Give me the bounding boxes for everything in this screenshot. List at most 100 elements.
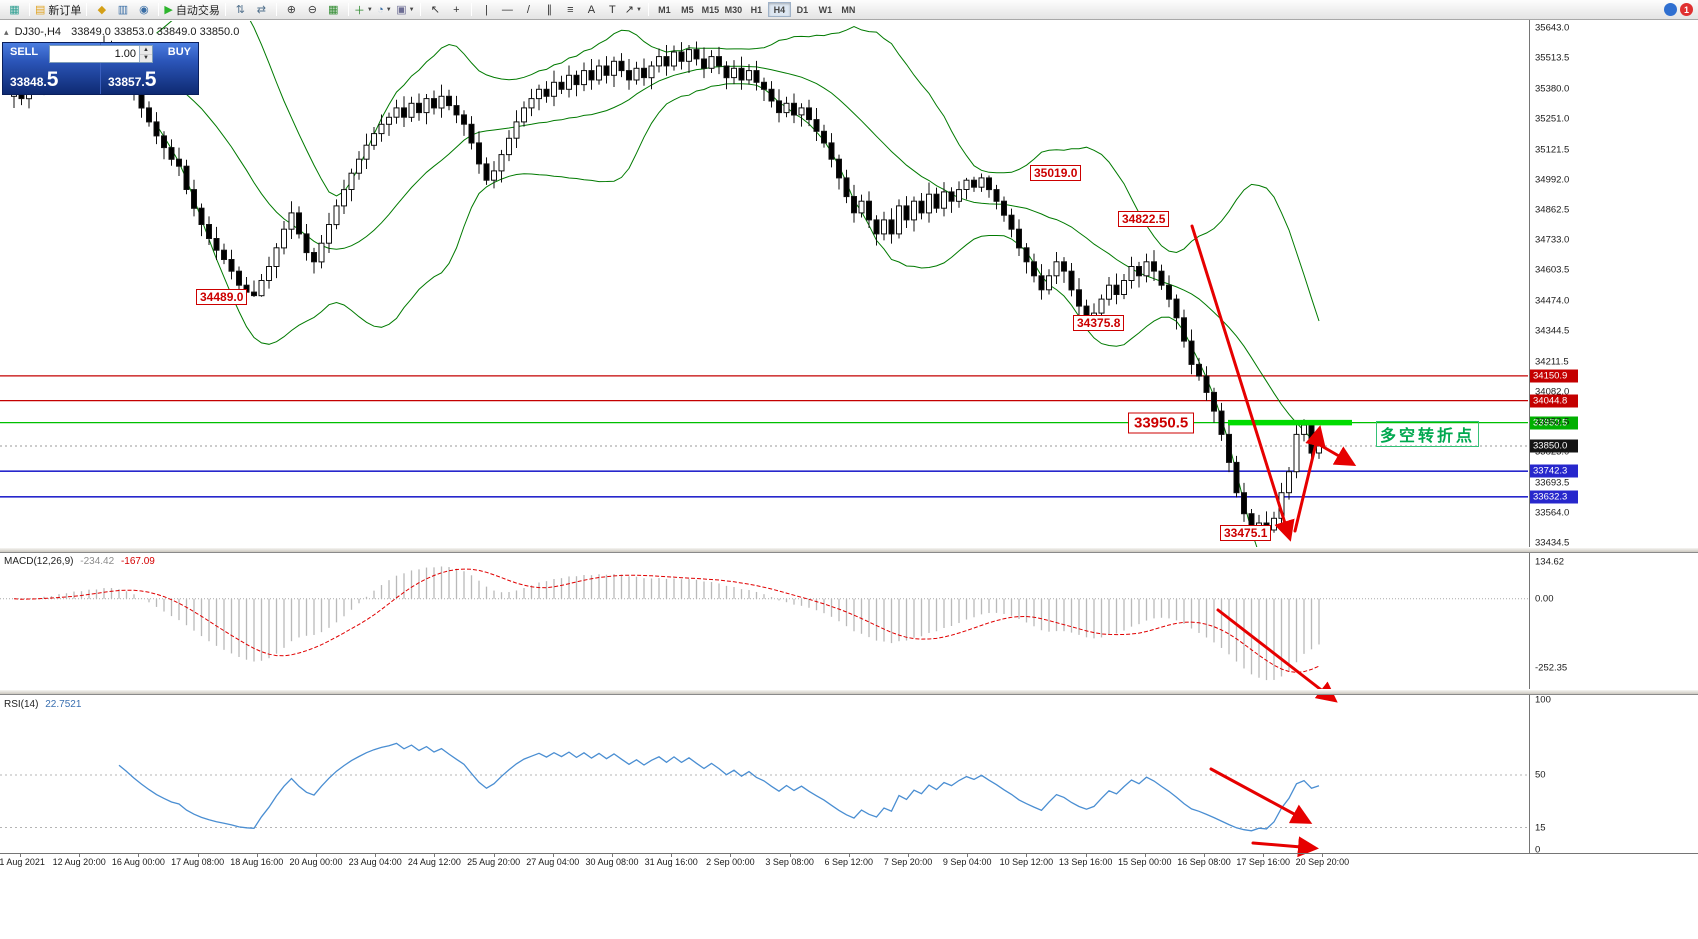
price-axis-label: 34603.5: [1535, 264, 1570, 276]
time-axis-tick: [1322, 853, 1324, 857]
volume-field: ▲ ▼: [49, 45, 153, 63]
dropdown-caret-icon: ▼: [636, 6, 642, 13]
date-axis-label: 20 Aug 00:00: [289, 857, 343, 867]
label-icon[interactable]: T: [603, 2, 622, 18]
volume-increase-button[interactable]: ▲: [140, 46, 152, 55]
rsi-indicator-label: RSI(14) 22.7521: [4, 699, 81, 710]
time-axis-tick: [908, 853, 909, 857]
timeframe-h1[interactable]: H1: [750, 4, 763, 15]
price-annotation: 33475.1: [1220, 525, 1272, 542]
chart-profiles-icon[interactable]: ◆: [92, 2, 111, 18]
time-axis-tick: [1085, 853, 1087, 857]
timeframe-h4[interactable]: H4: [767, 2, 791, 17]
tile-horizontal-icon[interactable]: ⇄: [252, 2, 271, 18]
toolbar-separator: [86, 3, 88, 16]
timeframe-m15[interactable]: M15: [701, 4, 720, 15]
fibonacci-icon[interactable]: ≡: [561, 2, 580, 18]
rsi-axis-label: 100: [1535, 694, 1551, 706]
timeframe-w1[interactable]: W1: [818, 4, 833, 15]
templates-icon[interactable]: ▣ ▼: [396, 2, 415, 18]
toolbar-separator: [470, 3, 472, 16]
time-axis-tick: [138, 853, 140, 857]
volume-decrease-button[interactable]: ▼: [140, 54, 152, 62]
volume-spinner: ▲ ▼: [139, 46, 152, 62]
panel-splitter-macd[interactable]: [0, 547, 1698, 553]
trend-arrow: [1190, 224, 1295, 542]
dropdown-caret-icon: ▼: [366, 6, 373, 13]
time-axis-tick: [79, 853, 81, 857]
cursor-icon[interactable]: ↖: [426, 2, 445, 18]
price-level-badge: 34044.8: [1530, 394, 1578, 408]
arrows-icon[interactable]: ↗ ▼: [624, 2, 643, 18]
label-icon: T: [609, 3, 616, 16]
timeframe-m30[interactable]: M30: [724, 4, 743, 15]
price-axis-label: 34211.5: [1535, 356, 1569, 368]
new-order-button[interactable]: ▤ 新订单: [35, 2, 81, 18]
panel-splitter-rsi[interactable]: [0, 689, 1698, 695]
chart-window-icon[interactable]: ▦: [5, 2, 24, 18]
date-axis-label: 17 Sep 16:00: [1236, 857, 1290, 867]
timeframe-d1[interactable]: D1: [796, 4, 809, 15]
price-axis[interactable]: 34150.9 34044.8 33950.5 33850.0 33742.3 33632…: [1529, 20, 1697, 856]
notification-badge[interactable]: 1: [1680, 3, 1693, 16]
tile-vertical-icon: ⇅: [235, 4, 245, 16]
date-axis-label: 2 Sep 00:00: [706, 857, 755, 867]
symbol-timeframe: DJ30-,H4: [14, 26, 62, 38]
turning-point-annotation: 多空转折点: [1376, 421, 1480, 447]
crosshair-icon[interactable]: +: [447, 2, 466, 18]
horizontal-line-icon: —: [501, 3, 513, 16]
time-axis[interactable]: 11 Aug 2021 12 Aug 20:00 16 Aug 00:00 17 Au…: [0, 853, 1698, 871]
price-axis-label: 35251.0: [1535, 113, 1570, 125]
timeframe-m5[interactable]: M5: [681, 4, 694, 15]
grid-icon[interactable]: ▦: [324, 2, 343, 18]
time-axis-separator: [0, 853, 1698, 854]
autotrading-icon: ▶: [164, 4, 173, 16]
macd-axis-label: 134.62: [1535, 556, 1565, 568]
time-axis-tick: [375, 853, 377, 857]
price-axis-label: 35513.5: [1535, 52, 1570, 64]
date-axis-label: 23 Aug 04:00: [348, 857, 402, 867]
autotrading-button[interactable]: ▶ 自动交易: [164, 2, 219, 18]
time-axis-tick: [730, 853, 732, 857]
timeframe-mn[interactable]: MN: [841, 4, 856, 15]
date-axis-label: 7 Sep 20:00: [883, 857, 933, 867]
zoom-out-icon[interactable]: ⊖: [303, 2, 322, 18]
market-watch-icon[interactable]: ▥: [113, 2, 132, 18]
data-window-icon[interactable]: ◉: [134, 2, 153, 18]
toolbar-status-icons: 1: [1664, 3, 1693, 16]
toolbar-separator: [647, 3, 649, 16]
templates-icon: ▣: [396, 4, 407, 16]
horizontal-line-icon[interactable]: —: [498, 2, 517, 18]
vertical-line-icon[interactable]: |: [477, 2, 496, 18]
price-level-badge: 33632.3: [1530, 490, 1578, 504]
periods-icon: ◔: [377, 3, 384, 16]
timeframe-m1[interactable]: M1: [658, 4, 671, 15]
new-order-icon: ▤: [35, 4, 46, 16]
text-icon[interactable]: A: [582, 2, 601, 18]
price-axis-label: 34474.0: [1535, 295, 1570, 307]
fibonacci-icon: ≡: [567, 3, 574, 16]
channel-icon[interactable]: ∥: [540, 2, 559, 18]
volume-input[interactable]: [50, 46, 139, 62]
data-window-icon: ◉: [139, 4, 149, 16]
price-axis-label: 34992.0: [1535, 174, 1570, 186]
zoom-in-icon[interactable]: ⊕: [282, 2, 301, 18]
buy-label: BUY: [167, 46, 191, 58]
connection-status-icon[interactable]: [1664, 3, 1677, 16]
price-axis-label: 34733.0: [1535, 234, 1570, 246]
date-axis-label: 30 Aug 08:00: [585, 857, 639, 867]
trendline-icon[interactable]: /: [519, 2, 538, 18]
arrows-icon: ↗: [624, 4, 634, 16]
date-axis-label: 12 Aug 20:00: [52, 857, 106, 867]
symbol-icon: ▴: [4, 27, 9, 37]
macd-indicator-label: MACD(12,26,9) -234.42 -167.09: [4, 556, 155, 567]
market-watch-icon: ▥: [117, 4, 129, 16]
date-axis-label: 9 Sep 04:00: [942, 857, 992, 867]
indicators-icon[interactable]: ＋ ▼: [354, 2, 373, 18]
tile-vertical-icon[interactable]: ⇅: [231, 2, 250, 18]
periods-icon[interactable]: ◔ ▼: [375, 2, 394, 18]
date-axis-label: 13 Sep 16:00: [1058, 857, 1113, 867]
price-annotation: 33950.5: [1128, 412, 1195, 434]
